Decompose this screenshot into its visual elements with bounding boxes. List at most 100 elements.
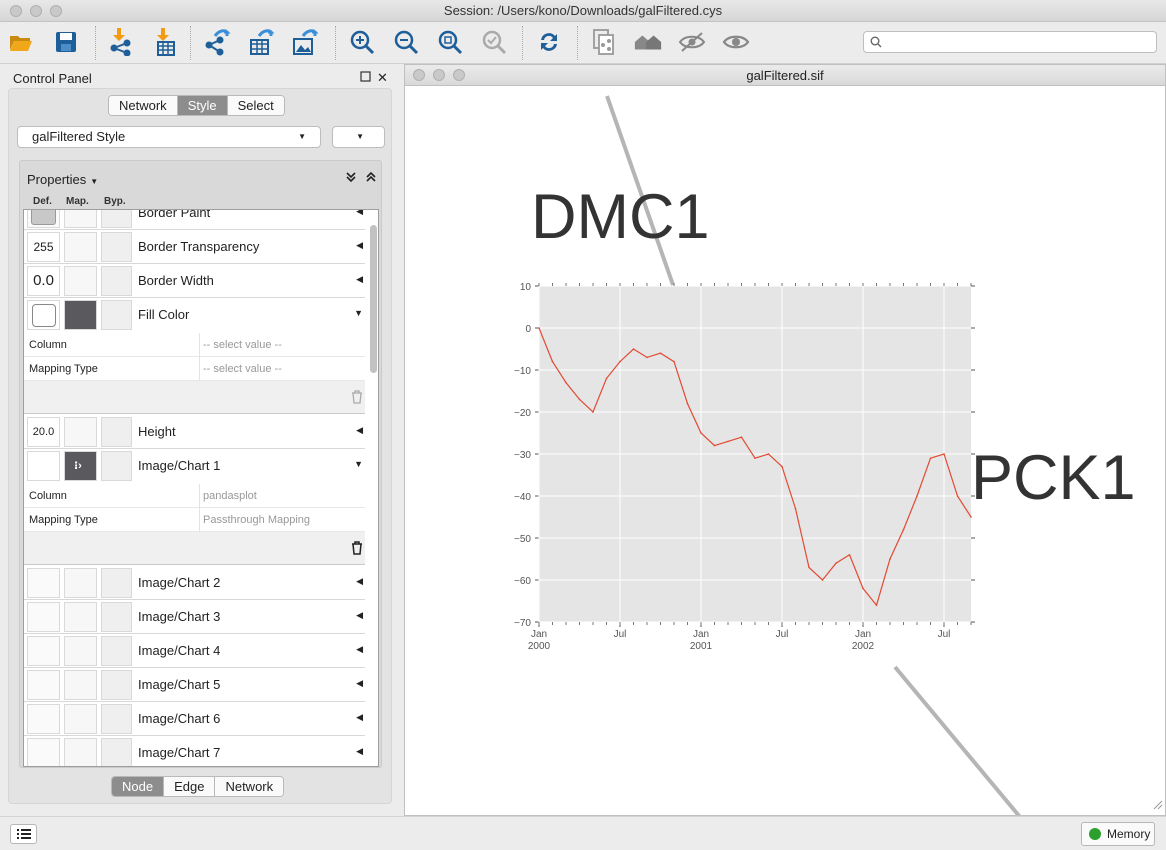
mapping-cell[interactable] (64, 417, 97, 447)
mapping-cell[interactable]: ⁝› (64, 451, 97, 481)
mapping-column-select[interactable]: -- select value -- (199, 333, 365, 357)
tab-select[interactable]: Select (227, 96, 284, 115)
property-row-image-chart-1[interactable]: ⁝› Image/Chart 1 ▼ (24, 449, 365, 483)
open-folder-icon[interactable] (6, 27, 36, 57)
default-value-cell[interactable]: 20.0 (27, 417, 60, 447)
bypass-cell[interactable] (101, 568, 132, 598)
resize-grip-icon[interactable] (1153, 798, 1163, 813)
bypass-cell[interactable] (101, 670, 132, 700)
expand-arrow-icon[interactable]: ◀ (356, 425, 363, 435)
edge-line[interactable] (893, 665, 1021, 815)
bypass-cell[interactable] (101, 266, 132, 296)
bypass-cell[interactable] (101, 451, 132, 481)
node-label-dmc1[interactable]: DMC1 (531, 182, 710, 252)
trash-icon[interactable] (351, 390, 363, 407)
expand-arrow-icon[interactable]: ◀ (356, 240, 363, 250)
property-row-height[interactable]: 20.0 Height ◀ (24, 415, 365, 449)
mapping-cell[interactable] (64, 636, 97, 666)
mapping-type-select[interactable]: Passthrough Mapping (199, 508, 365, 532)
zoom-selected-icon[interactable] (479, 27, 509, 57)
export-network-icon[interactable] (202, 27, 232, 57)
expand-arrow-icon[interactable]: ◀ (356, 644, 363, 654)
mapping-cell[interactable] (64, 704, 97, 734)
zoom-window-button[interactable] (50, 5, 62, 17)
mapping-cell[interactable] (64, 602, 97, 632)
mapping-cell[interactable] (64, 266, 97, 296)
collapse-all-icon[interactable] (365, 171, 377, 186)
bypass-cell[interactable] (101, 417, 132, 447)
search-box[interactable] (863, 31, 1157, 53)
properties-scrollbar[interactable] (370, 225, 377, 373)
expand-arrow-icon[interactable]: ◀ (356, 746, 363, 756)
minimize-network-button[interactable] (433, 69, 445, 81)
memory-button[interactable]: Memory (1081, 822, 1155, 846)
expand-all-icon[interactable] (345, 171, 357, 186)
close-network-button[interactable] (413, 69, 425, 81)
property-row-fill-color[interactable]: Fill Color ▼ (24, 298, 365, 332)
mapping-cell[interactable] (64, 568, 97, 598)
expand-arrow-icon[interactable]: ◀ (356, 712, 363, 722)
float-panel-icon[interactable] (360, 70, 371, 85)
tab-network-style[interactable]: Network (215, 777, 284, 796)
properties-dropdown[interactable]: Properties ▼ (27, 172, 98, 187)
property-row-image-chart-3[interactable]: Image/Chart 3 ◀ (24, 600, 365, 634)
default-value-cell[interactable]: 255 (27, 232, 60, 262)
tab-style[interactable]: Style (177, 96, 228, 115)
import-table-icon[interactable] (150, 27, 180, 57)
mapping-cell[interactable] (64, 300, 97, 330)
maximize-network-button[interactable] (453, 69, 465, 81)
export-table-icon[interactable] (246, 27, 276, 57)
bypass-cell[interactable] (101, 210, 132, 228)
expand-arrow-icon[interactable]: ◀ (356, 576, 363, 586)
default-value-cell[interactable] (27, 704, 60, 734)
close-panel-icon[interactable]: ✕ (377, 70, 388, 85)
node-label-pck1[interactable]: PCK1 (971, 443, 1136, 513)
default-value-cell[interactable] (27, 210, 60, 228)
property-row-image-chart-4[interactable]: Image/Chart 4 ◀ (24, 634, 365, 668)
mapping-cell[interactable] (64, 738, 97, 766)
mapping-column-select[interactable]: pandasplot (199, 484, 365, 508)
default-value-cell[interactable] (27, 670, 60, 700)
bypass-cell[interactable] (101, 738, 132, 766)
new-network-icon[interactable] (589, 27, 619, 57)
property-row-border-width[interactable]: 0.0 Border Width ◀ (24, 264, 365, 298)
default-value-cell[interactable] (27, 636, 60, 666)
import-network-icon[interactable] (106, 27, 136, 57)
mapping-cell[interactable] (64, 210, 97, 228)
property-row-image-chart-2[interactable]: Image/Chart 2 ◀ (24, 566, 365, 600)
save-icon[interactable] (51, 27, 81, 57)
default-value-cell[interactable] (27, 300, 60, 330)
property-row-image-chart-7[interactable]: Image/Chart 7 ◀ (24, 736, 365, 766)
trash-icon[interactable] (351, 541, 363, 558)
collapse-arrow-icon[interactable]: ▼ (354, 308, 363, 318)
default-value-cell[interactable] (27, 738, 60, 766)
expand-arrow-icon[interactable]: ◀ (356, 610, 363, 620)
mapping-cell[interactable] (64, 232, 97, 262)
style-selector[interactable]: galFiltered Style ▼ (17, 126, 321, 148)
home-icon[interactable] (633, 27, 663, 57)
default-value-cell[interactable] (27, 568, 60, 598)
tab-edge[interactable]: Edge (164, 777, 216, 796)
tab-network[interactable]: Network (109, 96, 178, 115)
expand-arrow-icon[interactable]: ◀ (356, 274, 363, 284)
property-row-image-chart-5[interactable]: Image/Chart 5 ◀ (24, 668, 365, 702)
default-value-cell[interactable] (27, 602, 60, 632)
bypass-cell[interactable] (101, 636, 132, 666)
zoom-fit-icon[interactable] (435, 27, 465, 57)
bypass-cell[interactable] (101, 704, 132, 734)
zoom-out-icon[interactable] (391, 27, 421, 57)
tab-node[interactable]: Node (112, 777, 165, 796)
bypass-cell[interactable] (101, 300, 132, 330)
style-options-menu[interactable]: ▼ (332, 126, 385, 148)
edge-line[interactable] (605, 95, 675, 286)
collapse-arrow-icon[interactable]: ▼ (354, 459, 363, 469)
property-row-border-transparency[interactable]: 255 Border Transparency ◀ (24, 230, 365, 264)
export-image-icon[interactable] (290, 27, 320, 57)
minimize-window-button[interactable] (30, 5, 42, 17)
network-canvas[interactable]: DMC1 PCK1 10 0 −10 −20 −30 −40 −50 −60 −70 Jan 200… (405, 87, 1165, 815)
mapping-cell[interactable] (64, 670, 97, 700)
hide-icon[interactable] (677, 27, 707, 57)
expand-arrow-icon[interactable]: ◀ (356, 209, 363, 216)
property-row-border-paint[interactable]: Border Paint ◀ (24, 209, 365, 230)
